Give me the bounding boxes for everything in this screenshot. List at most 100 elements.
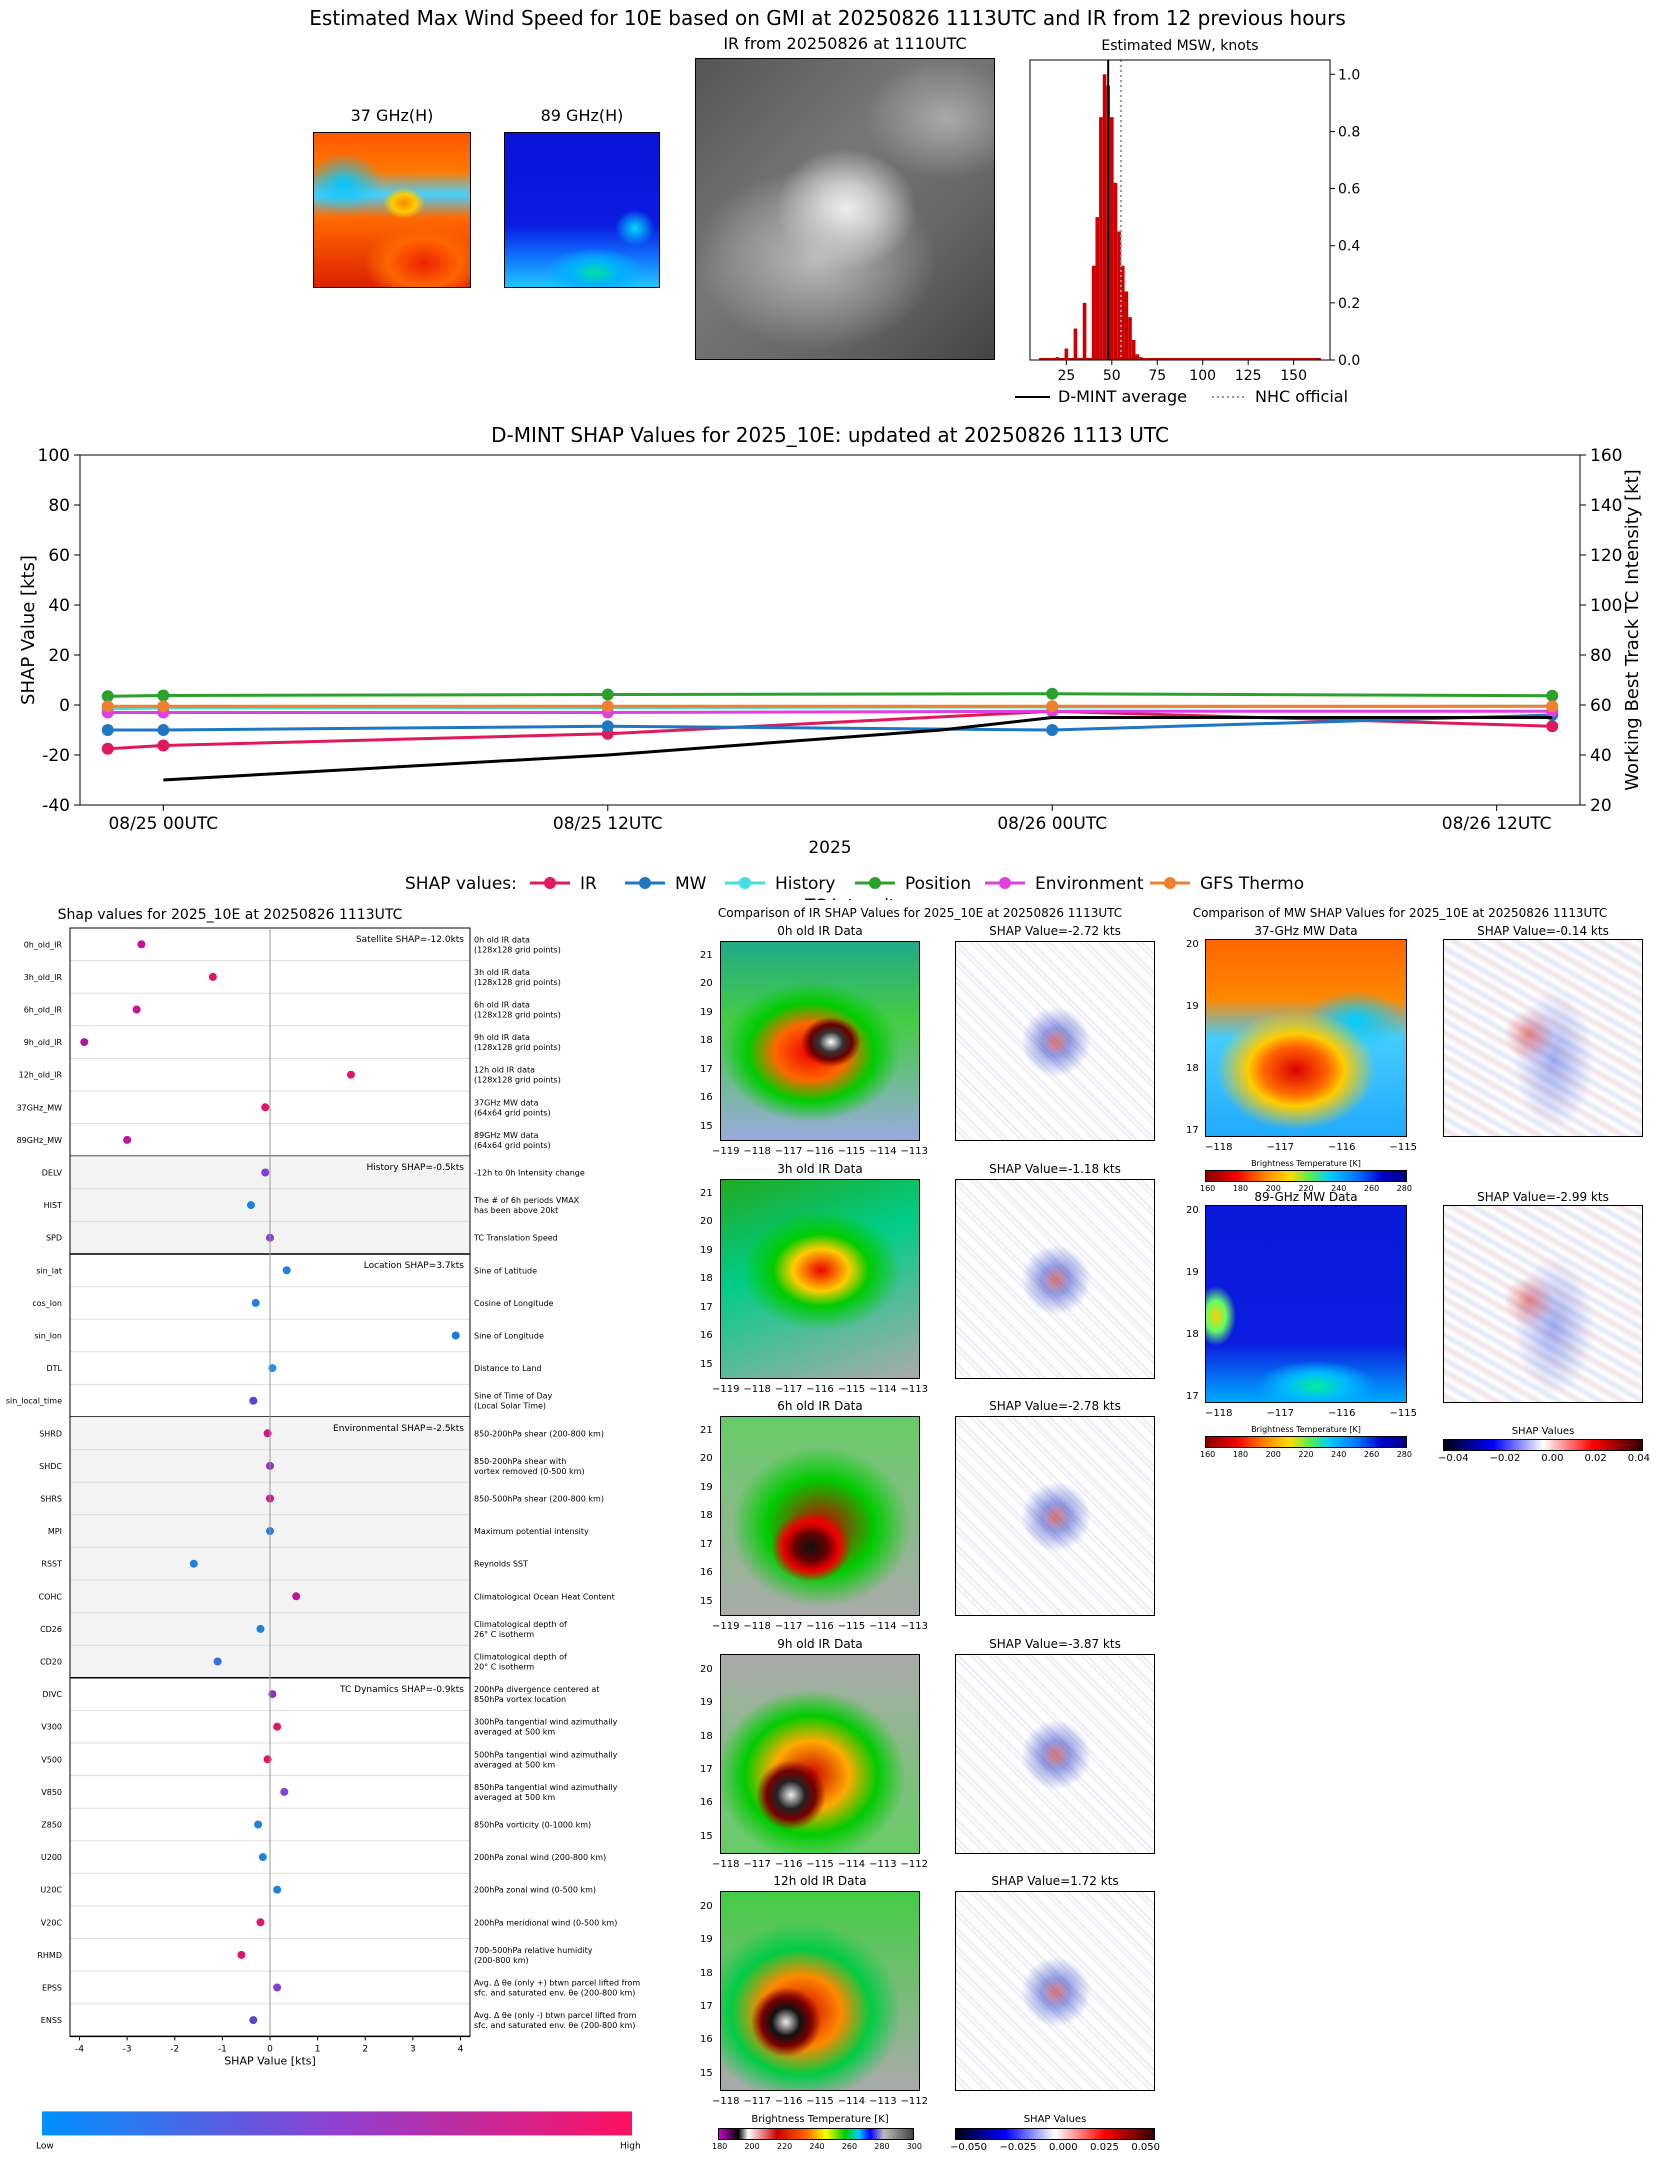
x-tick-label: 08/26 12UTC	[1442, 814, 1552, 834]
feature-desc: 850-200hPa shear (200-800 km)	[474, 1429, 604, 1438]
mw-cbar-tick: 240	[1331, 1450, 1347, 1459]
feature-name: SHRD	[39, 1429, 62, 1438]
ir-x-ticks: −118 −117 −116 −115 −114 −113 −112	[712, 2096, 928, 2107]
series-point	[157, 739, 170, 752]
feature-desc: (128x128 grid points)	[474, 1076, 561, 1085]
feature-desc: 3h old IR data	[474, 968, 530, 977]
mw-y-tick: 18	[1186, 1063, 1199, 1074]
feature-name: 3h_old_IR	[24, 973, 63, 982]
x-tick-label: 08/26 00UTC	[997, 814, 1107, 834]
feature-point	[249, 2016, 258, 2025]
series-point	[601, 700, 614, 713]
ir-x-tick: −118	[743, 1146, 771, 1157]
feature-desc: 850hPa vortex location	[474, 1695, 566, 1704]
histogram-bar	[1117, 231, 1121, 360]
ir-y-tick: 20	[700, 1901, 713, 1912]
legend-marker	[544, 877, 556, 889]
feature-name: V20C	[41, 1918, 63, 1927]
feature-name: DELV	[42, 1169, 63, 1178]
feature-name: EPSS	[42, 1984, 62, 1993]
mw-cbar-label: Brightness Temperature [K]	[1251, 1425, 1361, 1434]
feature-desc: (Local Solar Time)	[474, 1402, 546, 1411]
feature-point	[273, 1885, 282, 1894]
series-point	[157, 700, 170, 713]
histogram-bar	[1073, 328, 1078, 360]
feature-desc: 0h old IR data	[474, 935, 530, 944]
feature-name: MPI	[48, 1527, 62, 1536]
ir-shap-cbar-tick: −0.050	[950, 2142, 988, 2153]
y-tick-label: 0	[59, 696, 70, 716]
ir-y-tick: 17	[700, 2001, 713, 2012]
x-tick-label: 3	[410, 2044, 416, 2054]
histogram-title: Estimated MSW, knots	[1101, 38, 1258, 54]
feature-name: 12h_old_IR	[19, 1071, 63, 1080]
ir-cbar-tick: 220	[776, 2142, 793, 2151]
y-right-tick-label: 20	[1590, 796, 1612, 816]
feature-point	[251, 1298, 260, 1307]
ir-data-image	[720, 1891, 920, 2091]
series-point	[1546, 689, 1559, 702]
feature-point	[256, 1918, 265, 1927]
mw-shap-cbar-tick: 0.04	[1627, 1453, 1650, 1464]
feature-name: U20C	[40, 1886, 62, 1895]
ir-y-tick: 20	[700, 1664, 713, 1675]
feature-point	[346, 1070, 355, 1079]
ir-y-tick: 16	[700, 1567, 713, 1579]
group-label: Environmental SHAP=-2.5kts	[333, 1424, 464, 1434]
feature-desc: 37GHz MW data	[474, 1098, 539, 1107]
feature-point	[451, 1331, 460, 1340]
ir-label: IR from 20250826 at 1110UTC	[723, 34, 967, 53]
feature-desc: (200-800 km)	[474, 1956, 529, 1965]
feature-point	[292, 1592, 301, 1601]
series-point	[101, 700, 114, 713]
histogram-bar	[1110, 117, 1114, 361]
mw-shap-cbar-ticks: −0.04 −0.02 0.00 0.02 0.04	[1438, 1453, 1650, 1464]
feature-desc: (128x128 grid points)	[474, 1043, 561, 1052]
ir-y-tick: 20	[700, 978, 713, 990]
legend-label: IR	[580, 874, 597, 894]
y-axis-label: SHAP Value [kts]	[18, 555, 39, 705]
ir-shap-cbar-tick: 0.000	[1049, 2142, 1078, 2153]
ir-x-tick: −119	[712, 1146, 740, 1157]
mw-shap-cbar	[1443, 1439, 1643, 1451]
mw-x-tick: −117	[1266, 1408, 1294, 1419]
feature-desc: sfc. and saturated env. θe (200-800 km)	[474, 2021, 635, 2030]
feature-desc: 6h old IR data	[474, 1001, 530, 1010]
histogram-bar	[1064, 348, 1069, 360]
series-point	[157, 724, 170, 736]
feature-desc: Climatological depth of	[474, 1653, 567, 1662]
x-tick-label: 1	[315, 2044, 321, 2054]
feature-desc: has been above 20kt	[474, 1206, 558, 1215]
ir-x-tick: −113	[900, 1621, 928, 1632]
feature-desc: 26° C isotherm	[474, 1630, 534, 1639]
mw-shap-image	[1443, 1205, 1643, 1403]
colorbar-low-label: Low	[36, 2141, 54, 2151]
y-tick-label: 20	[48, 646, 70, 666]
legend-title: SHAP values:	[405, 874, 517, 894]
feature-point	[273, 1983, 282, 1992]
feature-name: COHC	[39, 1592, 63, 1601]
y-tick-label: 80	[48, 496, 70, 516]
feature-point	[137, 940, 146, 949]
feature-desc: sfc. and saturated env. θe (200-800 km)	[474, 1989, 635, 1998]
mw-cbar-tick: 220	[1298, 1184, 1314, 1193]
legend-intensity-label: TC Intensity	[804, 896, 906, 900]
histogram-frame	[1029, 59, 1331, 361]
group-label: Location SHAP=3.7kts	[364, 1261, 465, 1271]
mw-x-tick: −117	[1266, 1142, 1294, 1153]
mw-data-label: 37-GHz MW Data	[1254, 924, 1358, 938]
mw37-image	[313, 132, 471, 288]
ir-x-tick: −116	[806, 1621, 834, 1632]
ir-shap-label: SHAP Value=-3.87 kts	[989, 1637, 1121, 1651]
feature-name: 9h_old_IR	[24, 1038, 63, 1047]
ir-x-tick: −116	[806, 1384, 834, 1395]
y-right-axis-label: Working Best Track TC Intensity [kt]	[1622, 469, 1643, 790]
feature-desc: Climatological Ocean Heat Content	[474, 1592, 615, 1601]
ir-cbar-tick: 280	[874, 2142, 890, 2151]
feature-name: cos_lon	[32, 1299, 62, 1308]
x-tick-label: -2	[170, 2044, 179, 2054]
feature-desc: Climatological depth of	[474, 1620, 567, 1629]
colorbar-high-label: High	[620, 2141, 641, 2151]
ir-cbar	[718, 2128, 914, 2140]
series-point	[1046, 700, 1059, 713]
